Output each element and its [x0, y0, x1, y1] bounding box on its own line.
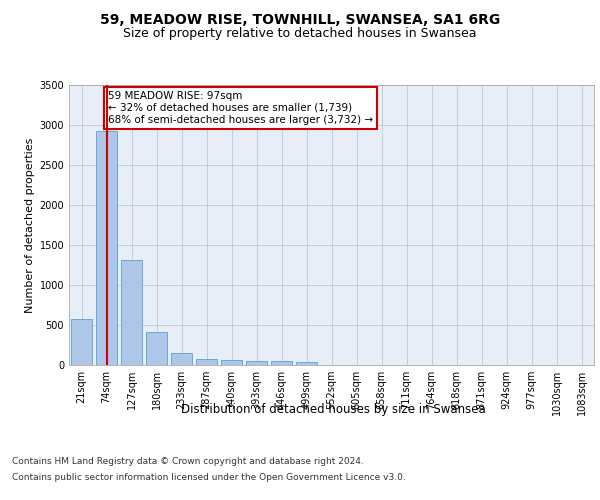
Bar — [121, 260, 142, 365]
Text: Distribution of detached houses by size in Swansea: Distribution of detached houses by size … — [181, 402, 485, 415]
Bar — [271, 362, 292, 365]
Bar — [171, 352, 192, 365]
Y-axis label: Number of detached properties: Number of detached properties — [25, 138, 35, 312]
Bar — [71, 320, 92, 365]
Bar — [296, 362, 317, 365]
Bar — [246, 360, 267, 365]
Text: 59, MEADOW RISE, TOWNHILL, SWANSEA, SA1 6RG: 59, MEADOW RISE, TOWNHILL, SWANSEA, SA1 … — [100, 12, 500, 26]
Bar — [221, 360, 242, 365]
Bar — [196, 358, 217, 365]
Text: 59 MEADOW RISE: 97sqm
← 32% of detached houses are smaller (1,739)
68% of semi-d: 59 MEADOW RISE: 97sqm ← 32% of detached … — [108, 92, 373, 124]
Text: Contains HM Land Registry data © Crown copyright and database right 2024.: Contains HM Land Registry data © Crown c… — [12, 458, 364, 466]
Text: Size of property relative to detached houses in Swansea: Size of property relative to detached ho… — [123, 28, 477, 40]
Bar — [96, 132, 117, 365]
Text: Contains public sector information licensed under the Open Government Licence v3: Contains public sector information licen… — [12, 472, 406, 482]
Bar — [146, 332, 167, 365]
